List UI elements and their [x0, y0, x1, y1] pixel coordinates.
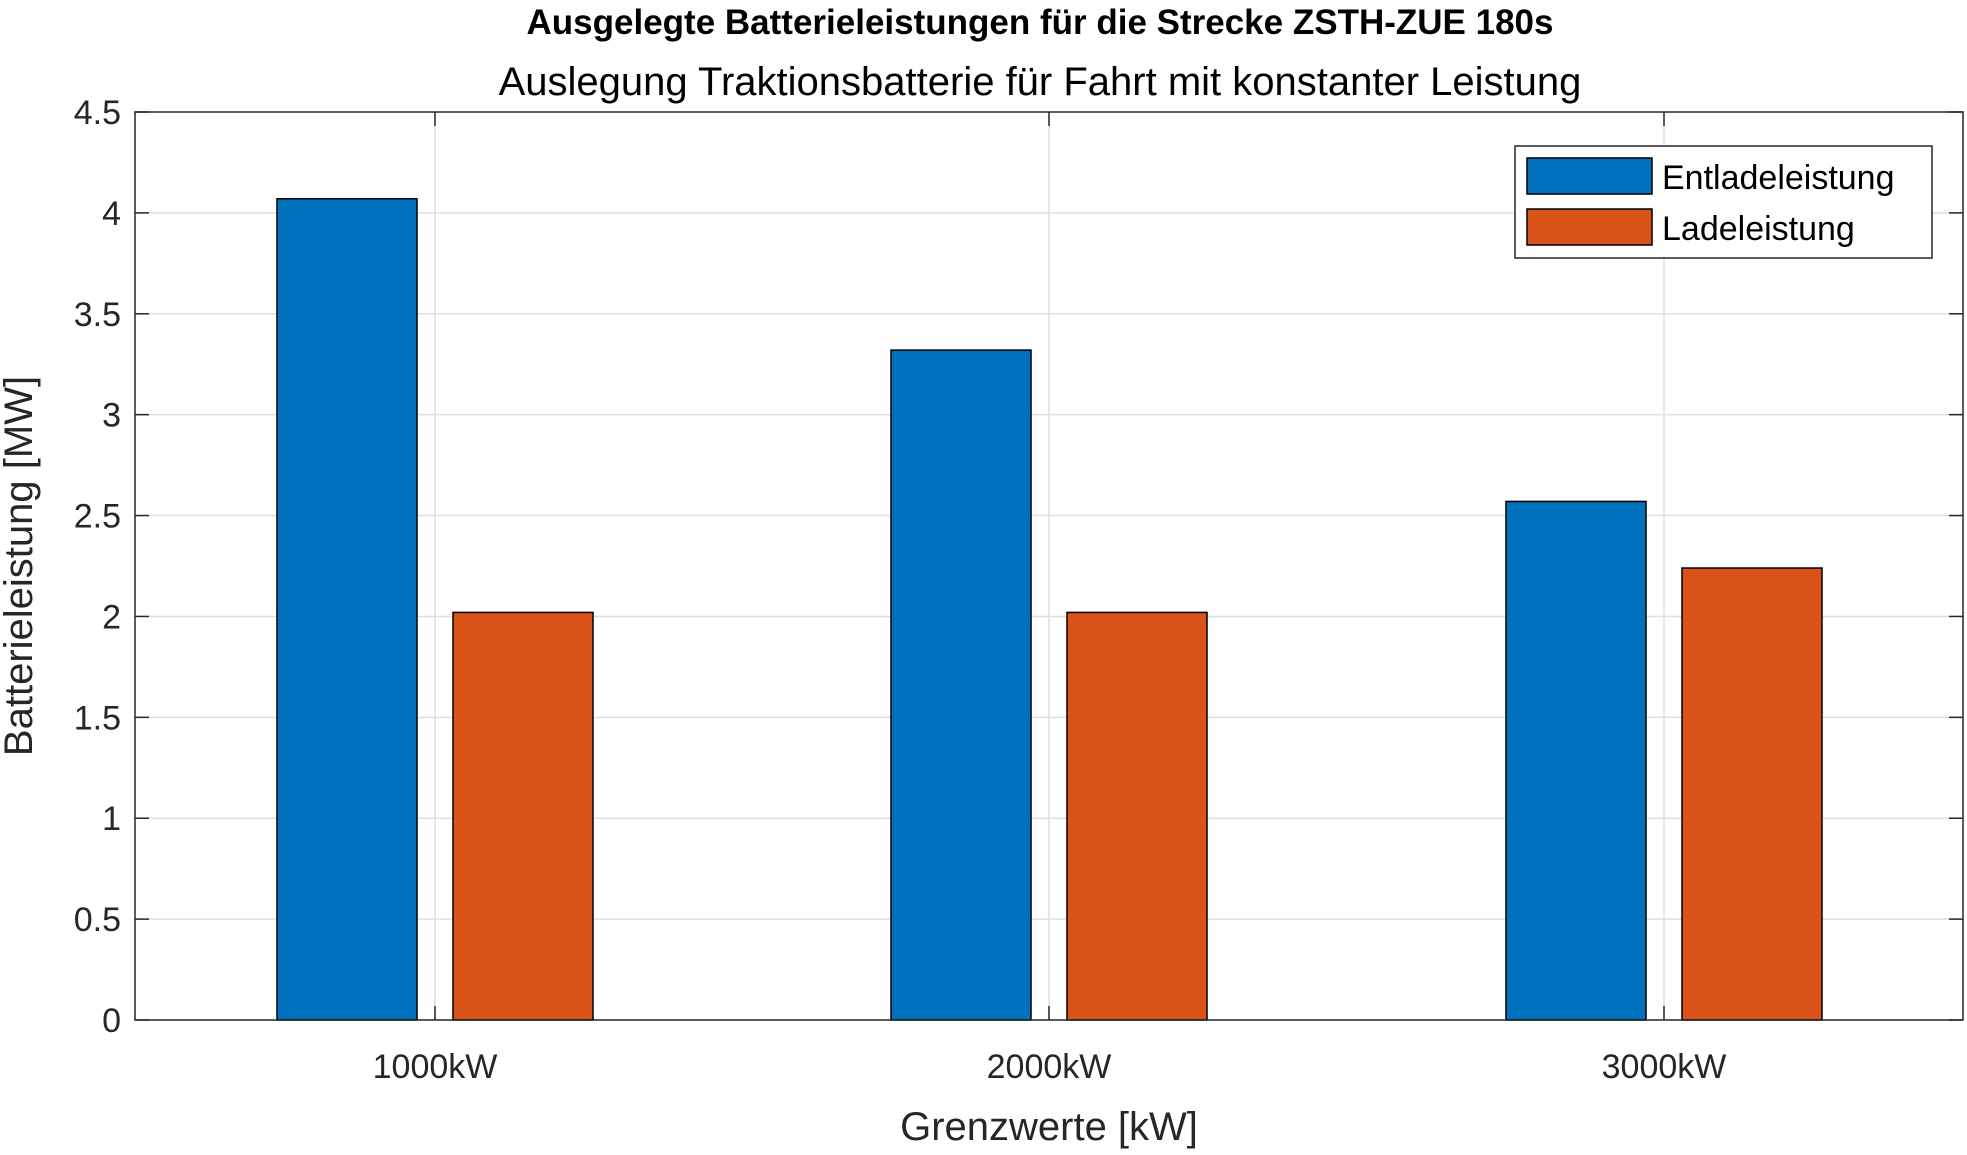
bars-group — [276, 198, 1823, 1021]
legend-swatch-entladeleistung — [1526, 157, 1653, 195]
y-tick-label: 2 — [102, 598, 121, 636]
bar-ladeleistung-2000kw — [1066, 611, 1208, 1021]
bar-entladeleistung-2000kw — [890, 349, 1032, 1021]
y-axis-label: Batterieleistung [MW] — [0, 376, 41, 756]
y-tick-label: 4 — [102, 195, 121, 233]
y-tick-label: 0 — [102, 1002, 121, 1040]
y-tick-label: 0.5 — [74, 901, 121, 939]
y-tick-label: 3 — [102, 397, 121, 435]
legend-label-ladeleistung: Ladeleistung — [1662, 210, 1855, 248]
bar-entladeleistung-1000kw — [276, 198, 418, 1021]
x-tick-label: 1000kW — [373, 1048, 498, 1086]
y-ticks: 0 0.5 1 1.5 2 2.5 3 3.5 4 4.5 — [74, 94, 1963, 1040]
bar-entladeleistung-3000kw — [1505, 500, 1647, 1021]
legend: Entladeleistung Ladeleistung — [1514, 145, 1933, 259]
y-tick-label: 1 — [102, 800, 121, 838]
chart-subtitle: Auslegung Traktionsbatterie für Fahrt mi… — [499, 60, 1582, 104]
x-axis-label: Grenzwerte [kW] — [900, 1105, 1198, 1149]
bar-ladeleistung-3000kw — [1681, 567, 1823, 1021]
y-tick-label: 4.5 — [74, 94, 121, 132]
x-tick-label: 3000kW — [1602, 1048, 1727, 1086]
y-tick-label: 1.5 — [74, 699, 121, 737]
legend-swatch-ladeleistung — [1526, 208, 1653, 246]
y-tick-label: 3.5 — [74, 296, 121, 334]
chart-title: Ausgelegte Batterieleistungen für die St… — [527, 3, 1554, 42]
y-tick-label: 2.5 — [74, 498, 121, 536]
legend-label-entladeleistung: Entladeleistung — [1662, 159, 1895, 197]
x-tick-label: 2000kW — [987, 1048, 1112, 1086]
x-ticks: 1000kW 2000kW 3000kW — [373, 112, 1727, 1086]
bar-ladeleistung-1000kw — [452, 611, 594, 1021]
grid-lines — [135, 112, 1963, 1020]
